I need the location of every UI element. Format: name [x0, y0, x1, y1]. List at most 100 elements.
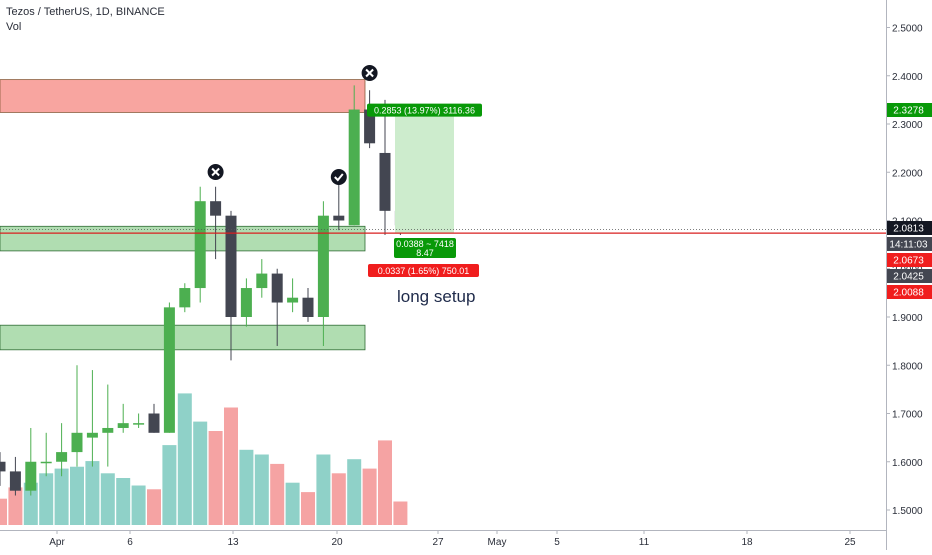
volume-layer	[0, 393, 408, 525]
candle-up	[348, 109, 360, 226]
candle-down	[148, 413, 160, 433]
volume-legend[interactable]: Vol	[6, 21, 22, 33]
volume-bar	[378, 440, 392, 525]
candle-down	[9, 471, 21, 491]
price-label-text: 2.3278	[893, 106, 924, 117]
x-tick-label: 18	[741, 537, 753, 548]
candle-up	[56, 452, 68, 462]
candle-down	[210, 201, 222, 216]
volume-bar	[54, 468, 69, 525]
candle-up	[25, 461, 37, 491]
volume-bar	[116, 478, 131, 525]
check-mark	[334, 173, 344, 182]
candles-layer	[0, 85, 406, 496]
volume-bar	[208, 431, 223, 525]
y-tick-label: 2.5000	[892, 24, 923, 35]
price-label-3	[887, 253, 932, 267]
support-zone-1	[0, 225, 366, 252]
candle-down	[225, 215, 237, 317]
annotation-text: long setup	[397, 287, 475, 306]
volume-bar	[23, 482, 38, 525]
stop-badge-text: 0.0337 (1.65%) 750.01	[378, 266, 470, 276]
volume-bar	[85, 461, 100, 525]
volume-bar	[270, 463, 285, 525]
candle-up	[117, 423, 129, 428]
volume-bar	[8, 487, 23, 525]
zones-layer	[0, 79, 366, 351]
price-label-text: 2.0088	[893, 288, 924, 299]
price-label-4	[887, 269, 932, 283]
candle-up	[163, 307, 175, 433]
symbol-legend[interactable]: Tezos / TetherUS, 1D, BINANCE	[6, 6, 165, 18]
candle-up	[133, 423, 145, 425]
entry-badge	[394, 238, 456, 258]
volume-bar	[0, 498, 7, 525]
x-tick-label: 11	[639, 537, 650, 548]
x-tick-label: 25	[844, 537, 856, 548]
x-tick-label: May	[488, 537, 507, 548]
candle-up	[256, 273, 268, 289]
candle-up	[179, 288, 191, 308]
y-tick-label: 1.7000	[892, 410, 923, 421]
volume-bar	[316, 454, 331, 525]
markers-layer	[207, 65, 378, 185]
volume-bar	[331, 473, 346, 525]
volume-bar	[147, 489, 161, 525]
price-label-0	[887, 103, 932, 117]
price-label-text: 14:11:03	[889, 240, 928, 251]
position-tool[interactable]: 0.2853 (13.97%) 3116.36 0.0388 ~ 74188.47…	[0, 103, 886, 306]
resistance-zone	[0, 79, 366, 113]
x-tick-label: Apr	[49, 537, 65, 548]
volume-bar	[285, 482, 300, 525]
candle-down	[364, 109, 376, 144]
x-tick-label: 6	[127, 537, 133, 548]
entry-badge-line2: 8.47	[416, 248, 434, 258]
cross-mark	[365, 68, 374, 78]
price-label-text: 2.0425	[893, 272, 924, 283]
volume-bar	[393, 501, 408, 525]
x-tick-label: 13	[227, 537, 239, 548]
candle-up	[194, 201, 206, 289]
candle-up	[102, 427, 114, 433]
candle-up	[40, 461, 52, 464]
candle-up	[287, 297, 299, 303]
candle-down	[333, 215, 345, 221]
volume-bar	[100, 473, 115, 525]
candle-up	[86, 432, 98, 438]
y-tick-label: 1.9000	[892, 313, 923, 324]
volume-bar	[362, 468, 377, 525]
candle-up	[71, 432, 83, 453]
volume-bar	[193, 421, 208, 525]
candle-down	[0, 461, 6, 472]
y-tick-label: 1.5000	[892, 506, 923, 517]
y-tick-label: 1.6000	[892, 458, 923, 469]
y-tick-label: 2.3000	[892, 120, 923, 131]
target-badge-text: 0.2853 (13.97%) 3116.36	[374, 106, 475, 116]
candle-down	[271, 273, 283, 303]
price-label-text: 2.0813	[893, 224, 924, 235]
target-badge	[367, 103, 482, 117]
price-label-1	[887, 221, 932, 235]
volume-bar	[177, 393, 192, 525]
price-label-5	[887, 285, 932, 299]
target-zone	[395, 110, 454, 234]
candle-down	[379, 152, 391, 211]
price-label-text: 2.0673	[893, 256, 924, 267]
volume-bar	[301, 492, 315, 525]
volume-bar	[39, 473, 54, 525]
entry-badge-line1: 0.0388 ~ 7418	[396, 239, 454, 249]
x-tick-label: 5	[554, 537, 560, 548]
y-tick-label: 1.8000	[892, 361, 923, 372]
y-tick-label: 2.2000	[892, 168, 923, 179]
volume-bar	[239, 449, 254, 525]
x-tick-label: 20	[331, 537, 343, 548]
price-label-2	[887, 237, 932, 251]
x-tick-label: 27	[432, 537, 444, 548]
volume-bar	[131, 485, 146, 525]
volume-bar	[347, 459, 362, 525]
candle-up	[317, 215, 329, 317]
volume-bar	[224, 407, 238, 525]
